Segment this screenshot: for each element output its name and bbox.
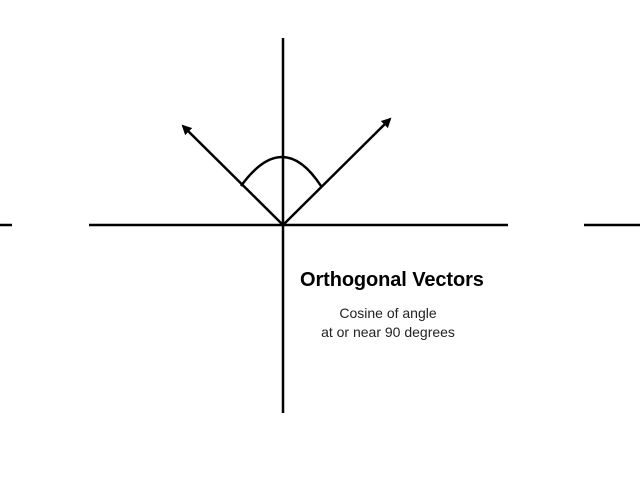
angle-arc — [239, 155, 323, 187]
diagram-caption: Cosine of angle at or near 90 degrees — [308, 304, 468, 342]
caption-line-1: Cosine of angle — [339, 305, 437, 321]
right-vector-arrow — [282, 117, 392, 226]
diagram-title: Orthogonal Vectors — [300, 269, 484, 291]
left-vector-arrow — [181, 124, 284, 226]
caption-line-2: at or near 90 degrees — [321, 324, 455, 340]
